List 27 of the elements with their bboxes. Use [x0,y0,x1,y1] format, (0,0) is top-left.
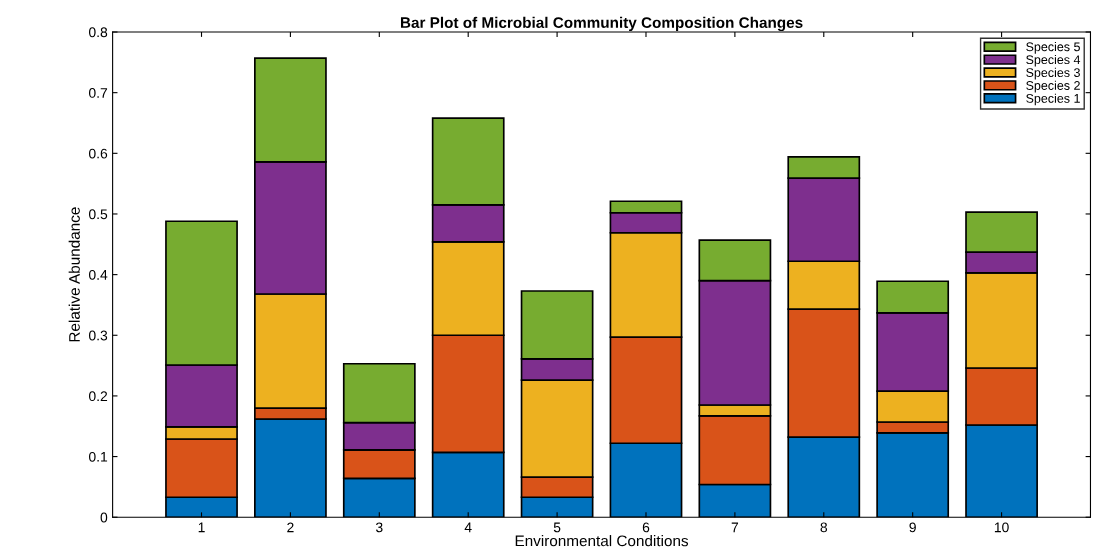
y-tick-label: 0.4 [88,269,108,280]
x-tick-label: 5 [553,522,561,533]
legend-label: Species 2 [1026,80,1080,93]
y-tick-label: 0 [100,512,108,523]
y-tick-label: 0.3 [88,330,108,341]
y-tick-label: 0.8 [88,27,108,38]
x-tick-label: 10 [994,522,1009,533]
x-tick-label: 9 [909,522,916,533]
x-axis-title: Environmental Conditions [515,535,689,547]
y-tick-label: 0.7 [88,88,108,98]
legend-label: Species 1 [1026,93,1080,106]
chart-title: Bar Plot of Microbial Community Composition Changes [400,16,803,32]
x-tick-label: 4 [464,522,472,533]
y-tick-label: 0.1 [88,451,108,462]
x-tick-label: 6 [642,522,650,533]
y-tick-label: 0.5 [88,209,108,220]
x-tick-label: 7 [731,522,739,533]
y-axis-title: Relative Abundance [68,207,80,342]
y-tick-label: 0.6 [88,148,108,159]
legend-label: Species 3 [1026,67,1080,80]
x-tick-label: 1 [198,522,205,533]
y-tick-label: 0.2 [88,391,108,402]
x-tick-label: 2 [287,522,294,533]
x-tick-label: 8 [820,522,828,533]
legend-label: Species 5 [1026,42,1080,54]
legend-label: Species 4 [1026,54,1081,67]
x-tick-label: 3 [375,522,383,533]
